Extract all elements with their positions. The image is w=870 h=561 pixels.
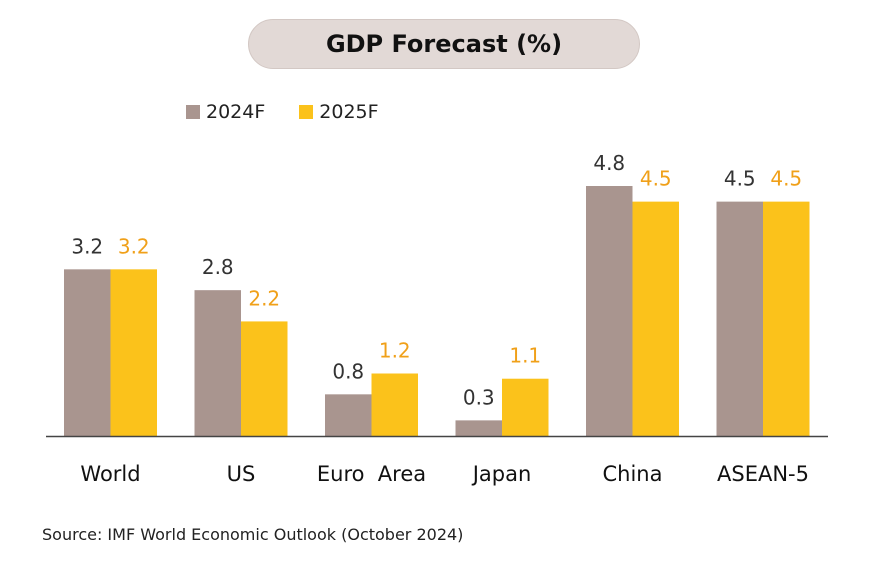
legend-label-2024f: 2024F	[206, 101, 266, 123]
data-label-2024f-5: 4.5	[724, 167, 756, 191]
category-label-5: ASEAN-5	[717, 462, 809, 486]
category-label-2: Euro Area	[317, 462, 426, 486]
data-label-2025f-4: 4.5	[640, 167, 672, 191]
bar-2024f-3	[455, 420, 502, 436]
category-label-0: World	[80, 462, 140, 486]
data-label-2024f-1: 2.8	[202, 255, 234, 279]
data-label-2025f-1: 2.2	[248, 286, 280, 310]
legend-item-2025f: 2025F	[299, 101, 379, 123]
data-label-2024f-4: 4.8	[593, 151, 625, 175]
bar-2025f-0	[110, 269, 157, 436]
chart-title: GDP Forecast (%)	[248, 19, 640, 69]
bar-2024f-1	[194, 290, 241, 436]
chart-legend: 2024F 2025F	[186, 101, 413, 123]
bar-2025f-1	[241, 321, 288, 436]
data-label-2024f-0: 3.2	[71, 234, 103, 258]
category-label-1: US	[227, 462, 256, 486]
bar-2024f-2	[325, 394, 372, 436]
data-label-2025f-2: 1.2	[379, 339, 411, 363]
data-label-2024f-2: 0.8	[332, 359, 364, 383]
data-label-2025f-5: 4.5	[770, 167, 802, 191]
bar-2025f-2	[371, 373, 418, 436]
bar-2025f-3	[502, 378, 549, 436]
data-label-2025f-3: 1.1	[509, 344, 541, 368]
bar-2025f-4	[632, 201, 679, 436]
bar-2025f-5	[763, 201, 810, 436]
legend-item-2024f: 2024F	[186, 101, 265, 123]
legend-label-2025f: 2025F	[319, 101, 379, 123]
category-label-4: China	[603, 462, 663, 486]
bar-2024f-4	[586, 186, 633, 436]
legend-swatch-2024f	[186, 105, 200, 119]
data-label-2024f-3: 0.3	[463, 385, 495, 409]
chart-title-text: GDP Forecast (%)	[325, 30, 563, 58]
data-label-2025f-0: 3.2	[118, 234, 150, 258]
source-note: Source: IMF World Economic Outlook (Octo…	[42, 525, 464, 544]
category-label-3: Japan	[471, 462, 532, 486]
bar-2024f-5	[716, 201, 763, 436]
bar-2024f-0	[64, 269, 111, 436]
legend-swatch-2025f	[299, 105, 314, 119]
